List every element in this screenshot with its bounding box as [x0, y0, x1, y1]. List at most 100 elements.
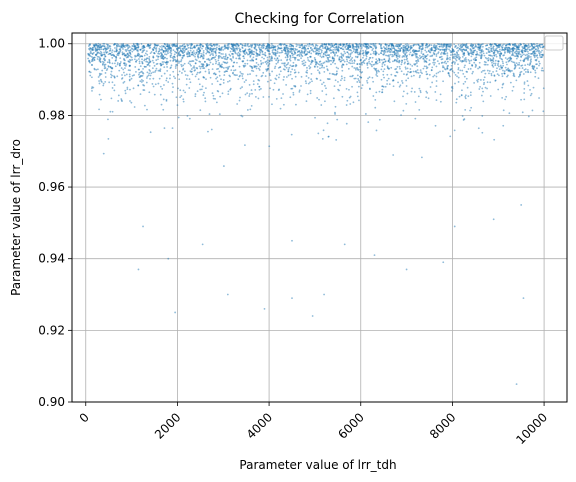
scatter-point	[536, 67, 538, 70]
scatter-point	[268, 55, 271, 58]
scatter-point	[511, 50, 514, 53]
scatter-point	[492, 70, 494, 73]
scatter-point	[211, 45, 213, 47]
scatter-point	[292, 61, 295, 64]
scatter-point	[426, 66, 429, 69]
scatter-point	[359, 50, 362, 52]
scatter-point	[399, 84, 402, 87]
scatter-point	[270, 45, 273, 48]
scatter-point	[276, 52, 279, 54]
scatter-point	[320, 51, 323, 54]
scatter-point	[335, 66, 338, 69]
scatter-point	[492, 46, 494, 49]
scatter-point	[315, 52, 318, 54]
chart-title: Checking for Correlation	[234, 11, 404, 27]
scatter-point	[372, 47, 374, 50]
scatter-point	[421, 156, 423, 159]
scatter-point	[219, 95, 222, 98]
scatter-point	[528, 64, 531, 67]
scatter-point	[105, 48, 107, 51]
scatter-point	[426, 91, 429, 94]
scatter-point	[241, 73, 244, 75]
scatter-point	[450, 64, 453, 67]
scatter-point	[138, 73, 140, 76]
scatter-point	[278, 55, 281, 57]
scatter-point	[120, 67, 123, 69]
scatter-point	[129, 100, 131, 102]
scatter-point	[291, 54, 294, 57]
scatter-point	[222, 81, 225, 84]
scatter-point	[362, 52, 364, 55]
scatter-point	[464, 57, 467, 59]
scatter-point	[402, 50, 405, 52]
scatter-point	[396, 71, 399, 74]
scatter-point	[465, 43, 468, 45]
scatter-point	[370, 63, 373, 66]
scatter-point	[315, 43, 317, 46]
scatter-point	[509, 81, 512, 84]
scatter-point	[361, 63, 363, 66]
scatter-point	[307, 59, 310, 61]
scatter-point	[324, 100, 326, 103]
scatter-point	[149, 52, 152, 55]
scatter-point	[313, 57, 316, 59]
scatter-point	[483, 69, 486, 72]
scatter-point	[503, 70, 506, 73]
scatter-point	[419, 71, 422, 74]
scatter-point	[233, 73, 236, 76]
scatter-point	[488, 72, 490, 75]
scatter-point	[400, 47, 403, 49]
scatter-point	[289, 70, 292, 73]
scatter-point	[284, 56, 287, 59]
scatter-point	[184, 74, 187, 76]
scatter-point	[473, 82, 476, 84]
scatter-point	[428, 63, 431, 65]
scatter-point	[392, 154, 395, 156]
scatter-point	[181, 72, 183, 74]
scatter-point	[221, 46, 224, 49]
scatter-point	[501, 72, 503, 75]
scatter-point	[172, 70, 175, 73]
scatter-point	[280, 47, 282, 50]
scatter-point	[157, 52, 160, 55]
scatter-point	[454, 55, 457, 58]
scatter-point	[96, 55, 99, 58]
scatter-point	[187, 50, 190, 53]
scatter-point	[177, 73, 180, 76]
scatter-point	[430, 47, 433, 49]
scatter-point	[136, 42, 139, 45]
scatter-point	[121, 44, 124, 47]
scatter-point	[115, 50, 117, 53]
scatter-point	[401, 82, 404, 84]
scatter-point	[323, 66, 325, 69]
scatter-point	[398, 61, 401, 64]
scatter-point	[356, 49, 359, 52]
scatter-point	[464, 64, 466, 67]
scatter-point	[462, 53, 465, 56]
scatter-point	[161, 56, 164, 59]
scatter-point	[507, 69, 510, 72]
scatter-point	[155, 59, 158, 61]
scatter-point	[103, 67, 106, 70]
scatter-point	[368, 76, 371, 79]
scatter-point	[169, 77, 171, 80]
x-tick-label: 6000	[335, 410, 366, 441]
scatter-point	[154, 44, 157, 47]
scatter-point	[98, 108, 100, 111]
scatter-point	[225, 62, 228, 65]
scatter-point	[377, 69, 380, 72]
scatter-point	[446, 52, 449, 55]
scatter-point	[506, 58, 509, 61]
scatter-point	[325, 87, 327, 90]
scatter-point	[129, 55, 132, 58]
scatter-point	[504, 57, 507, 59]
scatter-point	[208, 71, 211, 73]
scatter-point	[389, 53, 392, 56]
scatter-point	[496, 50, 499, 53]
scatter-point	[140, 81, 143, 83]
scatter-point	[90, 76, 93, 79]
scatter-point	[462, 72, 465, 75]
scatter-point	[411, 65, 414, 67]
scatter-point	[151, 48, 154, 50]
scatter-point	[154, 83, 157, 86]
